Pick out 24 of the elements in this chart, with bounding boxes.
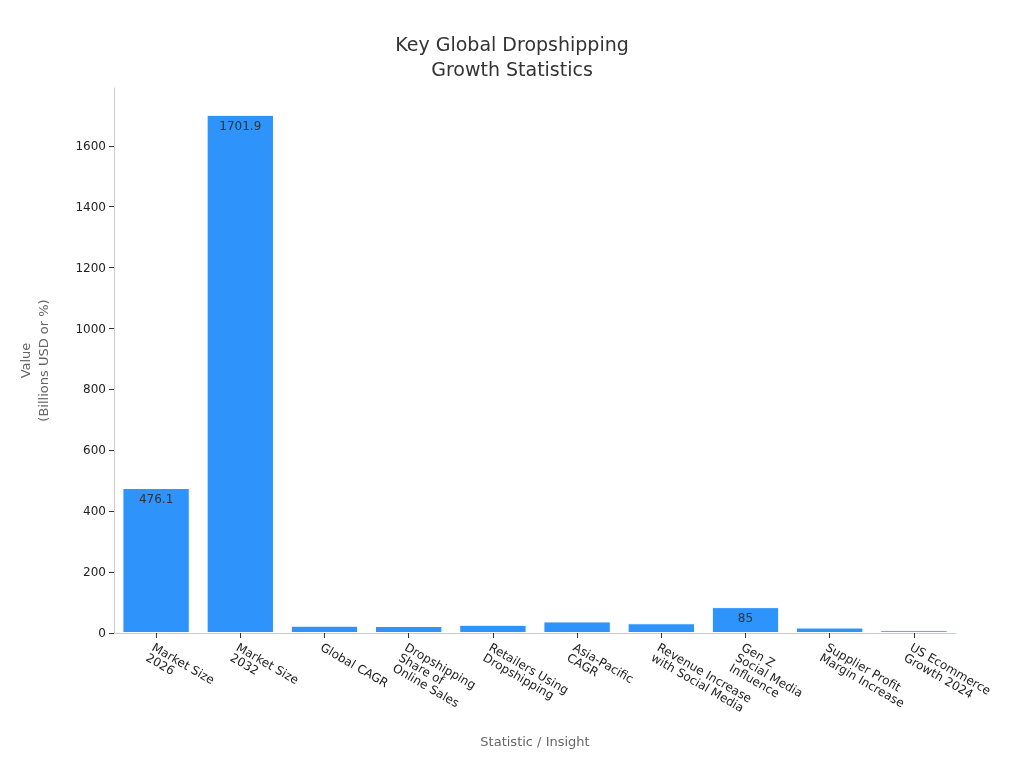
y-tick-label: 600 <box>83 443 106 458</box>
bar <box>543 621 611 633</box>
bar <box>206 114 274 633</box>
x-axis-title: Statistic / Insight <box>480 734 590 749</box>
bar <box>627 623 695 633</box>
y-tick-label: 1000 <box>75 321 106 336</box>
bar <box>796 627 864 633</box>
y-tick-label: 1200 <box>75 260 106 275</box>
bar <box>290 625 359 633</box>
data-label: 85 <box>737 611 754 626</box>
y-tick-label: 1600 <box>75 138 106 153</box>
y-tick-label: 400 <box>83 504 106 519</box>
bar <box>122 488 190 633</box>
y-tick-label: 1400 <box>75 199 106 214</box>
data-label: 476.1 <box>138 492 174 507</box>
y-tick-label: 800 <box>83 382 106 397</box>
y-axis-title: Value (Billions USD or %) <box>17 299 51 422</box>
bar <box>375 626 443 633</box>
bar <box>459 624 527 633</box>
bar <box>711 607 780 633</box>
y-tick-label: 200 <box>83 565 106 580</box>
y-tick-label: 0 <box>98 626 106 640</box>
chart-title: Key Global Dropshipping Growth Statistics <box>395 32 629 80</box>
data-label: 1701.9 <box>219 118 262 133</box>
